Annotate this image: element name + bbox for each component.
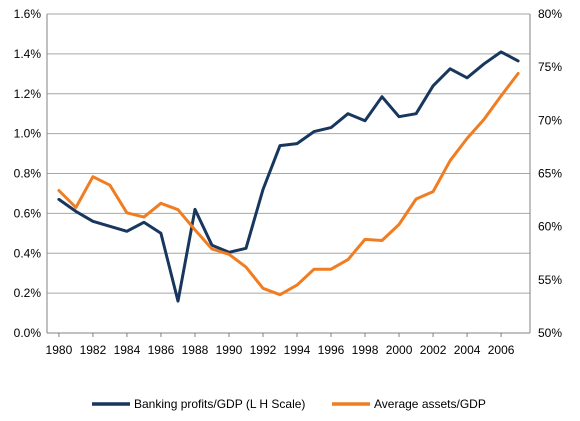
left-tick-label: 0.2% [14, 286, 42, 300]
right-tick-label: 50% [538, 326, 562, 340]
x-tick-label: 2004 [454, 343, 481, 357]
right-tick-label: 65% [538, 167, 562, 181]
x-tick-label: 1992 [250, 343, 277, 357]
right-tick-label: 55% [538, 273, 562, 287]
right-tick-label: 60% [538, 220, 562, 234]
x-tick-label: 1984 [114, 343, 141, 357]
left-tick-label: 1.4% [14, 47, 42, 61]
x-tick-label: 2002 [420, 343, 447, 357]
x-tick-label: 1982 [80, 343, 107, 357]
left-tick-label: 0.4% [14, 246, 42, 260]
x-tick-label: 1986 [148, 343, 175, 357]
x-tick-label: 1994 [284, 343, 311, 357]
right-tick-label: 80% [538, 7, 562, 21]
x-tick-label: 1980 [46, 343, 73, 357]
x-tick-label: 1996 [318, 343, 345, 357]
x-tick-label: 1998 [352, 343, 379, 357]
x-tick-label: 1990 [216, 343, 243, 357]
left-tick-label: 0.8% [14, 167, 42, 181]
series-line-1 [57, 50, 520, 303]
legend-label-1: Banking profits/GDP (L H Scale) [134, 397, 305, 411]
right-tick-label: 70% [538, 113, 562, 127]
left-tick-label: 0.0% [14, 326, 42, 340]
series-lines [57, 50, 520, 303]
x-tick-label: 1988 [182, 343, 209, 357]
x-axis-tick-labels: 1980 1982 1984 1986 1988 1990 1992 1994 1996 1998… [46, 343, 515, 357]
series-line-2 [57, 72, 520, 297]
left-tick-label: 0.6% [14, 206, 42, 220]
left-axis-tick-labels: 0.0% 0.2% 0.4% 0.6% 0.8% 1.0% 1.2% 1.4% 1.6% [14, 7, 42, 340]
left-tick-label: 1.2% [14, 87, 42, 101]
x-tick-label: 2000 [386, 343, 413, 357]
x-tick-label: 2006 [488, 343, 515, 357]
grid [47, 13, 530, 294]
legend: Banking profits/GDP (L H Scale) Average a… [92, 397, 486, 411]
axes [46, 14, 531, 337]
left-tick-label: 1.6% [14, 7, 42, 21]
right-tick-label: 75% [538, 60, 562, 74]
legend-label-2: Average assets/GDP [374, 397, 486, 411]
right-axis-tick-labels: 50% 55% 60% 65% 70% 75% 80% [538, 7, 562, 340]
left-tick-label: 1.0% [14, 127, 42, 141]
